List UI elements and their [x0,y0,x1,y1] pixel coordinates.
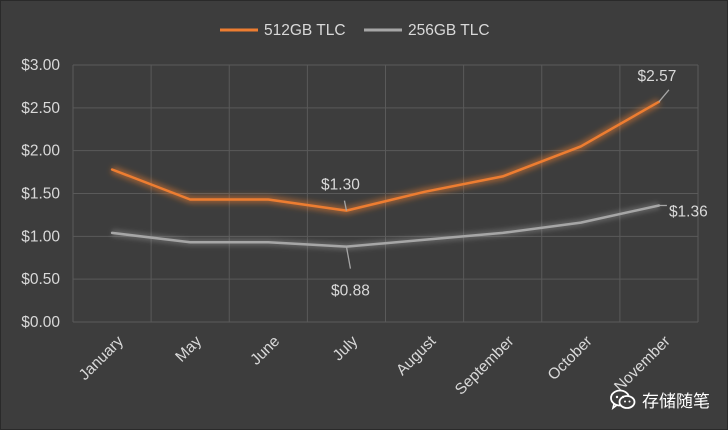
y-tick-label: $0.50 [21,271,60,288]
y-tick-label: $1.50 [21,186,60,203]
x-tick-label: November [611,333,674,396]
x-tick-label: October [545,333,596,384]
leader-line [345,246,352,269]
x-axis: January May June July August September October… [76,332,674,398]
series-layer [110,98,661,251]
watermark: 存储随笔 [610,387,710,412]
x-tick-label: August [393,332,440,379]
x-tick-label: May [172,333,205,366]
y-tick-label: $3.00 [21,57,60,74]
leader-line [343,200,348,211]
watermark-text: 存储随笔 [642,392,710,412]
x-tick-label: January [76,333,127,384]
leader-line [658,89,670,103]
x-tick-label: July [330,333,362,365]
legend-label: 512GB TLC [264,22,346,39]
data-label: $0.88 [331,283,370,300]
data-label: $1.30 [321,177,360,194]
data-labels: $1.30 $2.57 $0.88 $1.36 [321,68,708,300]
y-tick-label: $1.00 [21,228,60,245]
series-line [110,100,661,212]
gridlines [72,64,699,323]
data-label: $1.36 [669,203,708,220]
y-axis: $0.00 $0.50 $1.00 $1.50 $2.00 $2.50 $3.00 [21,57,60,331]
data-label: $2.57 [638,68,677,85]
x-tick-label: September [452,333,518,399]
x-tick-label: June [247,333,283,369]
legend: 512GB TLC 256GB TLC [220,22,490,39]
series-line [110,204,661,248]
y-tick-label: $0.00 [21,314,60,331]
legend-label: 256GB TLC [408,22,490,39]
y-tick-label: $2.50 [21,100,60,117]
y-tick-label: $2.00 [21,143,60,160]
wechat-icon [610,389,636,410]
